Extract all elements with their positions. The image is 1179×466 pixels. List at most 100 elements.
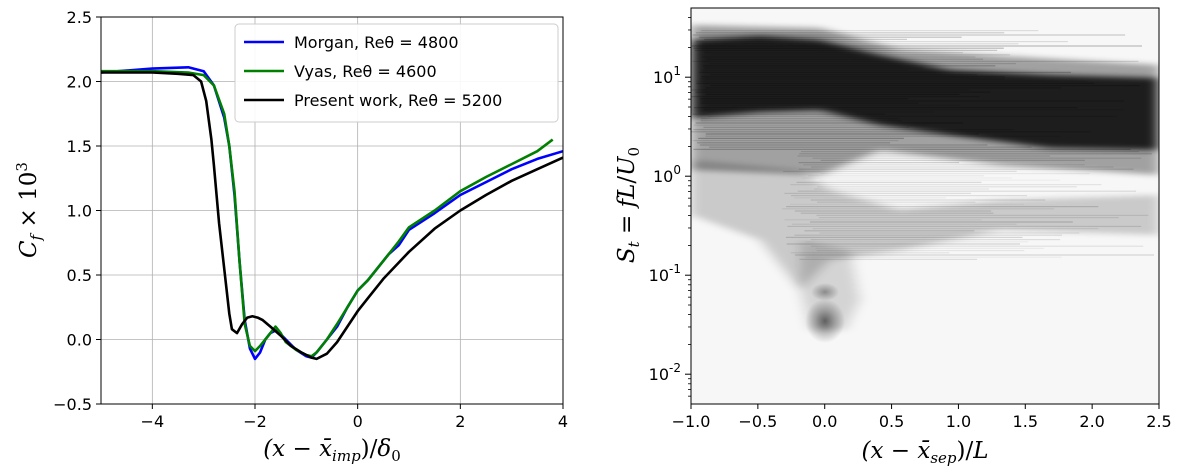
left-xtick-label: 4 <box>558 412 568 431</box>
legend-label-vyas: Vyas, Reθ = 4600 <box>294 62 437 81</box>
heatmap-stripe <box>819 232 1080 234</box>
heatmap-stripe <box>707 111 934 113</box>
heatmap-stripe <box>697 142 891 144</box>
heatmap-stripe <box>817 186 1077 188</box>
heatmap-stripe <box>700 102 919 104</box>
heatmap-stripe <box>705 133 979 135</box>
heatmap-stripe <box>798 162 960 164</box>
heatmap-blob-low-freq-upper <box>811 283 839 301</box>
heatmap-stripe <box>787 225 1142 227</box>
right-xtick-label: 1.5 <box>1013 412 1038 431</box>
heatmap-stripe <box>799 258 978 260</box>
heatmap-stripe <box>692 45 1142 47</box>
left-x-axis-label: (x − x̄imp)/δ0 <box>263 436 401 465</box>
heatmap-stripe <box>703 126 910 128</box>
heatmap-stripe <box>811 166 1114 168</box>
right-xtick-label: 1.0 <box>946 412 971 431</box>
heatmap-stripe <box>699 144 988 146</box>
right-xtick-label: 0.0 <box>812 412 837 431</box>
heatmap-stripe <box>820 173 1090 175</box>
heatmap-stripe <box>710 74 978 76</box>
heatmap-stripe <box>696 82 1095 84</box>
right-ytick-label: 100 <box>653 163 681 186</box>
heatmap-stripe <box>794 210 992 212</box>
heatmap-stripe <box>789 203 1024 205</box>
heatmap-stripe <box>692 140 899 142</box>
left-xtick-label: −2 <box>243 412 267 431</box>
heatmap-stripe <box>704 52 963 54</box>
heatmap-stripe <box>705 135 1061 137</box>
heatmap-stripe <box>691 89 970 91</box>
left-y-axis-label: Cf × 103 <box>13 162 45 258</box>
heatmap-stripe <box>693 129 1014 131</box>
heatmap-stripe <box>805 256 1062 258</box>
heatmap-stripe <box>700 100 1124 102</box>
heatmap-stripe <box>816 250 1025 252</box>
spectrum-heatmap <box>691 25 1159 343</box>
heatmap-stripe <box>797 190 1137 192</box>
right-ytick-label: 101 <box>653 64 681 87</box>
heatmap-stripe <box>704 67 924 69</box>
heatmap-stripe <box>814 188 990 190</box>
heatmap-stripe <box>710 85 1140 87</box>
heatmap-stripe <box>710 54 1010 56</box>
heatmap-stripe <box>811 245 1144 247</box>
heatmap-stripe <box>702 43 1019 45</box>
heatmap-stripe <box>695 91 991 93</box>
skin-friction-plot: −4 −2 0 2 4 −0.5 0.0 0.5 1.0 1.5 2.0 2.5 (x − x̄imp… <box>13 8 568 465</box>
heatmap-stripe <box>812 157 1142 159</box>
heatmap-stripe <box>704 109 1124 111</box>
heatmap-stripe <box>700 118 899 120</box>
right-x-axis-label: (x − x̄sep)/L <box>861 438 988 466</box>
heatmap-stripe <box>708 63 1016 65</box>
left-xtick-label: 0 <box>353 412 363 431</box>
left-ytick-label: 2.5 <box>67 8 92 27</box>
heatmap-stripe <box>784 192 971 194</box>
heatmap-stripe <box>786 206 1099 208</box>
heatmap-stripe <box>701 56 976 58</box>
heatmap-stripe <box>693 148 1131 150</box>
heatmap-stripe <box>782 208 1055 210</box>
heatmap-stripe <box>695 80 1088 82</box>
heatmap-stripe <box>802 177 1013 179</box>
heatmap-stripe <box>694 107 1078 109</box>
heatmap-stripe <box>800 212 994 214</box>
heatmap-stripe <box>692 34 1126 36</box>
heatmap-stripe <box>693 124 926 126</box>
heatmap-stripe <box>808 175 984 177</box>
heatmap-stripe <box>803 164 1085 166</box>
left-ytick-label: −0.5 <box>53 395 92 414</box>
heatmap-stripe <box>692 113 886 115</box>
heatmap-stripe <box>794 197 947 199</box>
heatmap-stripe <box>784 219 982 221</box>
right-xtick-label: 2.5 <box>1146 412 1171 431</box>
heatmap-stripe <box>819 179 1061 181</box>
heatmap-stripe <box>704 38 907 40</box>
left-ytick-label: 1.0 <box>67 202 92 221</box>
heatmap-stripe <box>817 201 976 203</box>
heatmap-stripe <box>810 199 1046 201</box>
heatmap-stripe <box>700 120 902 122</box>
right-ytick-label: 10-1 <box>649 262 681 285</box>
right-xtick-label: 0.5 <box>879 412 904 431</box>
heatmap-stripe <box>692 60 1139 62</box>
heatmap-stripe <box>700 78 1005 80</box>
heatmap-stripe <box>708 104 961 106</box>
heatmap-stripe <box>700 69 909 71</box>
heatmap-stripe <box>812 228 1099 230</box>
heatmap-stripe <box>691 96 980 98</box>
right-xtick-label: 2.0 <box>1079 412 1104 431</box>
heatmap-stripe <box>809 221 1073 223</box>
heatmap-stripe <box>699 71 1071 73</box>
heatmap-stripe <box>695 32 1005 34</box>
legend-label-morgan: Morgan, Reθ = 4800 <box>294 33 459 52</box>
heatmap-stripe <box>707 115 1117 117</box>
heatmap-stripe <box>790 252 950 254</box>
left-ytick-label: 1.5 <box>67 137 92 156</box>
heatmap-stripe <box>818 217 1119 219</box>
heatmap-stripe <box>790 184 1102 186</box>
heatmap-stripe <box>699 98 909 100</box>
heatmap-stripe <box>703 65 996 67</box>
series-line-present-work <box>101 71 563 361</box>
